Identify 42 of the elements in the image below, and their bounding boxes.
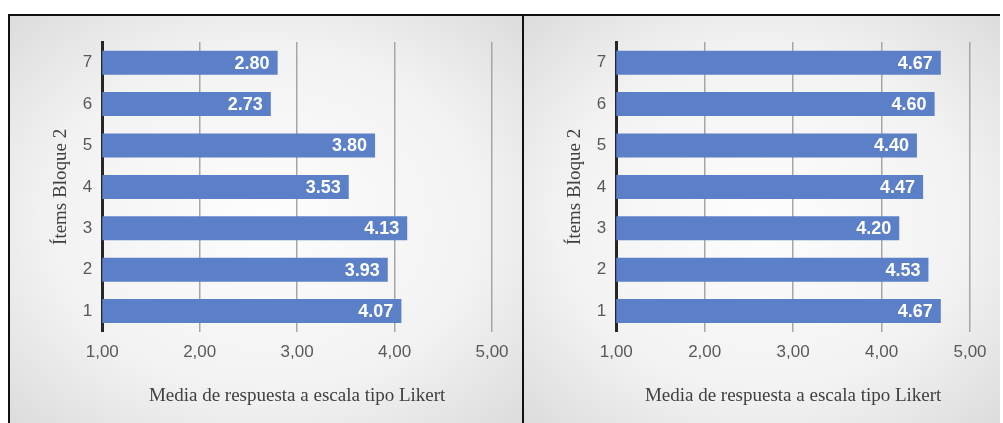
y-tick-label: 2 xyxy=(596,259,607,279)
data-label: 4.60 xyxy=(891,94,927,115)
y-tick-label: 3 xyxy=(82,217,93,237)
data-label: 2.73 xyxy=(227,94,263,115)
x-tick-label: 4,00 xyxy=(865,341,899,361)
y-tick-label: 4 xyxy=(82,176,93,196)
y-tick-label: 7 xyxy=(596,52,607,72)
data-label: 3.93 xyxy=(344,259,380,280)
x-tick-label: 5,00 xyxy=(953,341,987,361)
x-tick-label: 2,00 xyxy=(688,341,722,361)
y-tick-label: 4 xyxy=(596,176,607,196)
y-tick-label: 7 xyxy=(82,52,93,72)
y-tick-label: 3 xyxy=(596,217,607,237)
data-label: 4.13 xyxy=(364,218,400,239)
data-label: 4.20 xyxy=(856,218,892,239)
x-axis-title: Media de respuesta a escala tipo Likert xyxy=(644,383,943,405)
y-tick-label: 1 xyxy=(596,300,607,320)
data-label: 4.67 xyxy=(897,52,933,73)
data-label: 3.80 xyxy=(332,135,368,156)
y-axis-title: Ítems Bloque 2 xyxy=(563,128,585,245)
y-tick-label: 5 xyxy=(82,135,93,155)
y-tick-label: 6 xyxy=(596,93,607,113)
data-label: 4.53 xyxy=(885,259,921,280)
data-label: 3.53 xyxy=(305,176,341,197)
x-tick-label: 1,00 xyxy=(85,341,119,361)
y-tick-label: 5 xyxy=(596,135,607,155)
x-tick-label: 3,00 xyxy=(280,341,314,361)
x-tick-label: 5,00 xyxy=(475,341,509,361)
data-label: 2.80 xyxy=(234,52,270,73)
y-tick-label: 1 xyxy=(82,300,93,320)
data-label: 4.40 xyxy=(873,135,909,156)
x-tick-label: 2,00 xyxy=(183,341,217,361)
x-tick-label: 4,00 xyxy=(378,341,412,361)
y-axis-title: Ítems Bloque 2 xyxy=(49,128,71,245)
y-tick-label: 2 xyxy=(82,259,93,279)
y-tick-label: 6 xyxy=(82,93,93,113)
data-label: 4.67 xyxy=(897,301,933,322)
x-tick-label: 1,00 xyxy=(599,341,633,361)
data-label: 4.07 xyxy=(358,301,394,322)
x-axis-title: Media de respuesta a escala tipo Likert xyxy=(148,383,447,405)
data-label: 4.47 xyxy=(880,176,916,197)
x-tick-label: 3,00 xyxy=(776,341,810,361)
